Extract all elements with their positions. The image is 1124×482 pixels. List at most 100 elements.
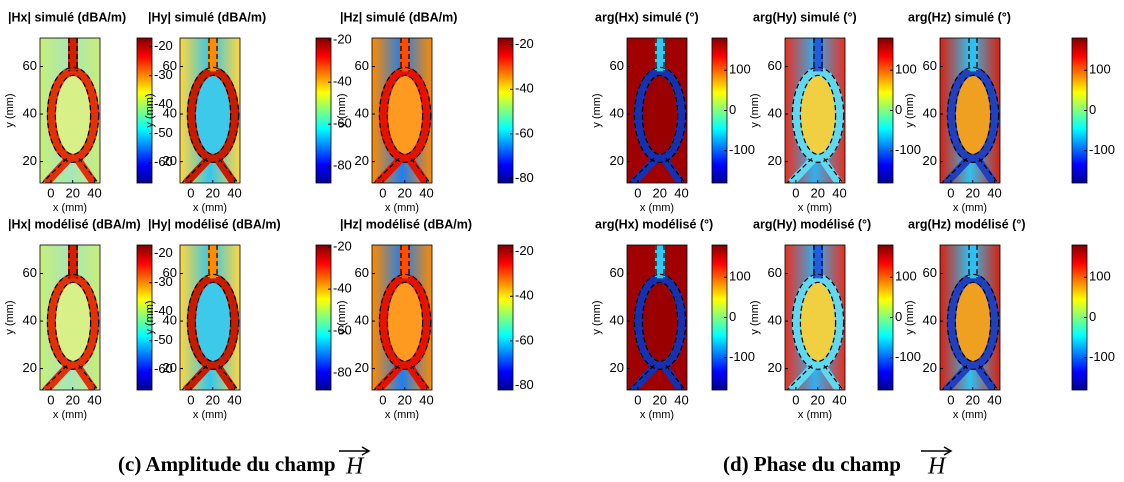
colorbar-tick-label: -40 (154, 96, 173, 111)
colorbar-tick-label: -100 (1089, 142, 1115, 157)
x-tick-label: 0 (47, 185, 54, 200)
heatmap-ring (791, 273, 845, 370)
y-axis-label: y (mm) (4, 93, 16, 127)
colorbar (497, 37, 514, 184)
y-tick-label: 60 (768, 265, 782, 280)
colorbar-tick-label: -20 (333, 239, 352, 254)
y-tick-label: 60 (163, 58, 177, 73)
y-tick-label: 40 (23, 106, 37, 121)
trace-outline (378, 66, 432, 163)
colorbar-tick-label: -30 (154, 67, 173, 82)
colorbar-tick-label: -40 (154, 303, 173, 318)
x-tick-label: 40 (227, 185, 241, 200)
heatmap-image (180, 38, 240, 183)
panel-title: arg(Hy) modélisé (°) (753, 217, 871, 231)
caption: (c) Amplitude du champ (118, 452, 336, 476)
colorbar-tick-label: 0 (895, 309, 902, 324)
heatmap-ring (946, 273, 1000, 370)
heatmap-panel: arg(Hz) simulé (°) 0 20 40 20 40 60 x (mm) y (mm… (904, 10, 1115, 214)
axes-frame (179, 37, 241, 184)
heatmap-legs (630, 362, 685, 390)
x-tick-label: 40 (674, 185, 688, 200)
trace-outline (946, 273, 1000, 370)
axes-frame (39, 37, 101, 184)
heatmap-legs (630, 155, 685, 183)
trace-outline (41, 245, 99, 390)
y-tick-label: 60 (923, 58, 937, 73)
x-tick-label: 40 (227, 392, 241, 407)
colorbar-tick-label: 100 (1089, 269, 1111, 284)
y-tick-label: 40 (610, 313, 624, 328)
y-tick-label: 60 (23, 58, 37, 73)
trace-outline (799, 281, 837, 362)
heatmap-image (180, 245, 240, 390)
trace-outline (386, 74, 424, 155)
colorbar-tick-label: -100 (729, 349, 755, 364)
vector-arrow-head (361, 446, 371, 456)
colorbar-tick-label: -80 (515, 170, 534, 185)
x-tick-label: 20 (652, 185, 666, 200)
colorbar-tick-label: -100 (1089, 349, 1115, 364)
heatmap-strip (208, 38, 218, 72)
trace-outline (46, 66, 100, 163)
x-tick-label: 40 (87, 392, 101, 407)
y-tick-label: 40 (163, 106, 177, 121)
colorbar-tick-label: -20 (515, 243, 534, 258)
axes-frame (371, 37, 433, 184)
colorbar-tick-label: -40 (515, 288, 534, 303)
y-axis-label: y (mm) (749, 300, 761, 334)
trace-outline (791, 273, 845, 370)
x-tick-label: 0 (187, 185, 194, 200)
y-tick-label: 60 (355, 58, 369, 73)
trace-outline (181, 38, 239, 183)
y-tick-label: 40 (923, 106, 937, 121)
colorbar-tick-label: -20 (333, 32, 352, 47)
heatmap-panel: |Hz| modélisé (dBA/m) 0 20 40 20 40 60 x (mm) y … (336, 217, 534, 421)
x-axis-label: x (mm) (193, 202, 227, 214)
heatmap-ring (946, 66, 1000, 163)
heatmap-strip (968, 38, 978, 72)
colorbar (315, 244, 332, 391)
heatmap-strip (968, 245, 978, 279)
colorbar-tick-label: -60 (154, 361, 173, 376)
x-tick-label: 0 (947, 185, 954, 200)
trace-outline (633, 273, 687, 370)
x-tick-label: 20 (652, 392, 666, 407)
axes-frame (626, 37, 688, 184)
trace-outline (641, 281, 679, 362)
heatmap-image (627, 38, 687, 183)
panel-title: |Hy| simulé (dBA/m) (148, 10, 266, 24)
heatmap-strip (813, 38, 823, 72)
x-tick-label: 20 (965, 185, 979, 200)
x-tick-label: 0 (792, 185, 799, 200)
colorbar-tick-label: 0 (1089, 102, 1096, 117)
panel-title: |Hz| simulé (dBA/m) (340, 10, 457, 24)
colorbar-tick-label: -60 (515, 125, 534, 140)
heatmap-panel: |Hx| simulé (dBA/m) 0 20 40 20 40 60 x (mm) y (m… (4, 10, 173, 214)
heatmap-panel: arg(Hy) modélisé (°) 0 20 40 20 40 60 x (mm) y (… (749, 217, 921, 421)
y-tick-label: 20 (23, 360, 37, 375)
colorbar-tick-label: -40 (333, 74, 352, 89)
trace-outline (186, 66, 240, 163)
x-tick-label: 20 (205, 185, 219, 200)
heatmap-panel: arg(Hx) simulé (°) 0 20 40 20 40 60 x (mm) y (mm… (591, 10, 755, 214)
caption: (d) Phase du champ (723, 452, 901, 476)
x-tick-label: 40 (419, 392, 433, 407)
x-tick-label: 40 (832, 185, 846, 200)
colorbar-tick-label: -50 (154, 125, 173, 140)
y-axis-label: y (mm) (904, 300, 916, 334)
heatmap-image (372, 38, 432, 183)
x-tick-label: 20 (65, 185, 79, 200)
caption-symbol: H (345, 454, 365, 480)
heatmap-strip (655, 245, 665, 279)
colorbar-tick-label: -60 (333, 116, 352, 131)
panel-title: |Hx| modélisé (dBA/m) (8, 217, 141, 231)
colorbar-tick-label: -80 (515, 377, 534, 392)
x-tick-label: 20 (397, 392, 411, 407)
panel-title: arg(Hz) modélisé (°) (908, 217, 1026, 231)
trace-outline (54, 74, 92, 155)
heatmap-panel: arg(Hy) simulé (°) 0 20 40 20 40 60 x (mm) y (mm… (749, 10, 921, 214)
panel-title: arg(Hx) modélisé (°) (595, 217, 713, 231)
trace-outline (633, 66, 687, 163)
